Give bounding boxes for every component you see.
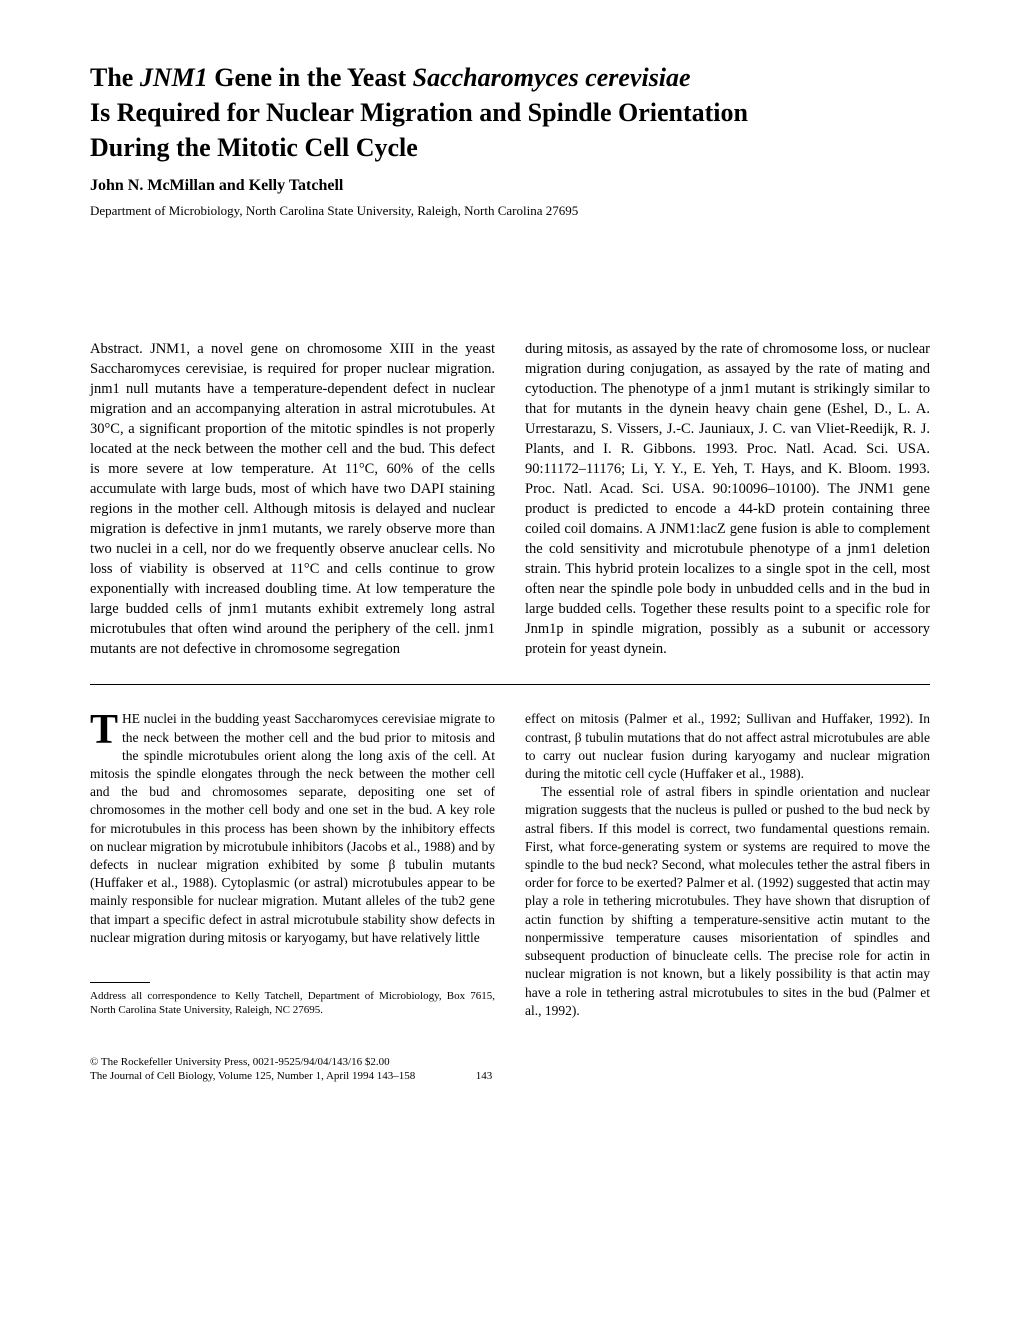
abstract-right-column: during mitosis, as assayed by the rate o… (525, 339, 930, 659)
abstract-left-column: Abstract. JNM1, a novel gene on chromoso… (90, 339, 495, 659)
affiliation: Department of Microbiology, North Caroli… (90, 203, 930, 219)
body-left-column: THE nuclei in the budding yeast Saccharo… (90, 710, 495, 1020)
footnote-divider (90, 982, 150, 983)
page-number: 143 (476, 1070, 493, 1082)
correspondence-footnote: Address all correspondence to Kelly Tatc… (90, 989, 495, 1018)
authors: John N. McMillan and Kelly Tatchell (90, 177, 930, 195)
body-section: THE nuclei in the budding yeast Saccharo… (90, 710, 930, 1020)
paper-title: The JNM1 Gene in the Yeast Saccharomyces… (90, 60, 930, 165)
copyright-footer: © The Rockefeller University Press, 0021… (90, 1055, 930, 1084)
dropcap: T (90, 710, 122, 748)
abstract-section: Abstract. JNM1, a novel gene on chromoso… (90, 339, 930, 659)
body-right-column: effect on mitosis (Palmer et al., 1992; … (525, 710, 930, 1020)
section-divider (90, 684, 930, 685)
